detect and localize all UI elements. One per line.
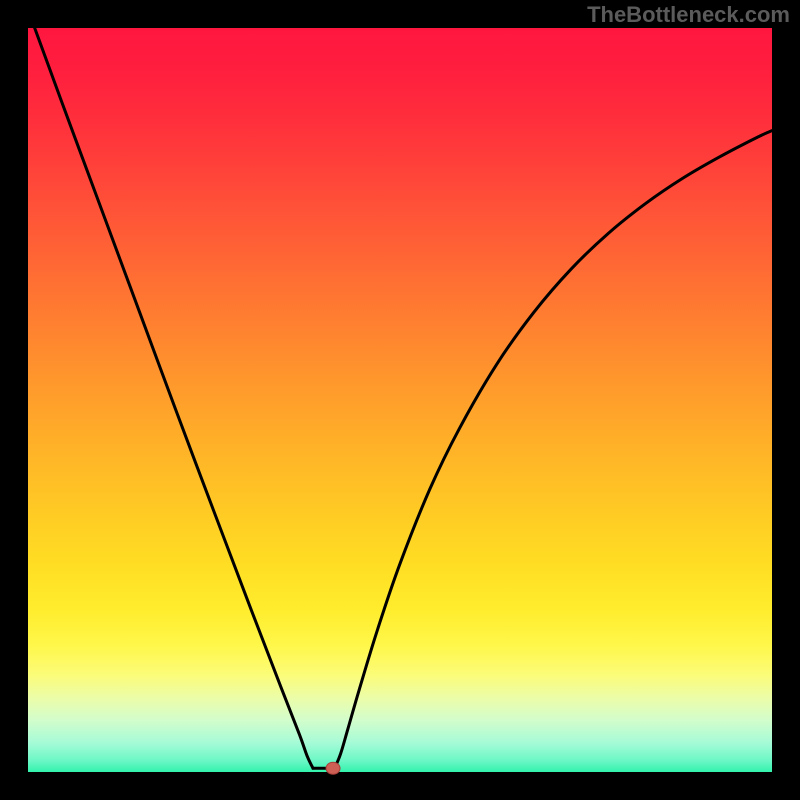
bottleneck-chart: TheBottleneck.com [0,0,800,800]
bottleneck-curve-svg [0,0,800,800]
watermark-text: TheBottleneck.com [587,2,790,28]
